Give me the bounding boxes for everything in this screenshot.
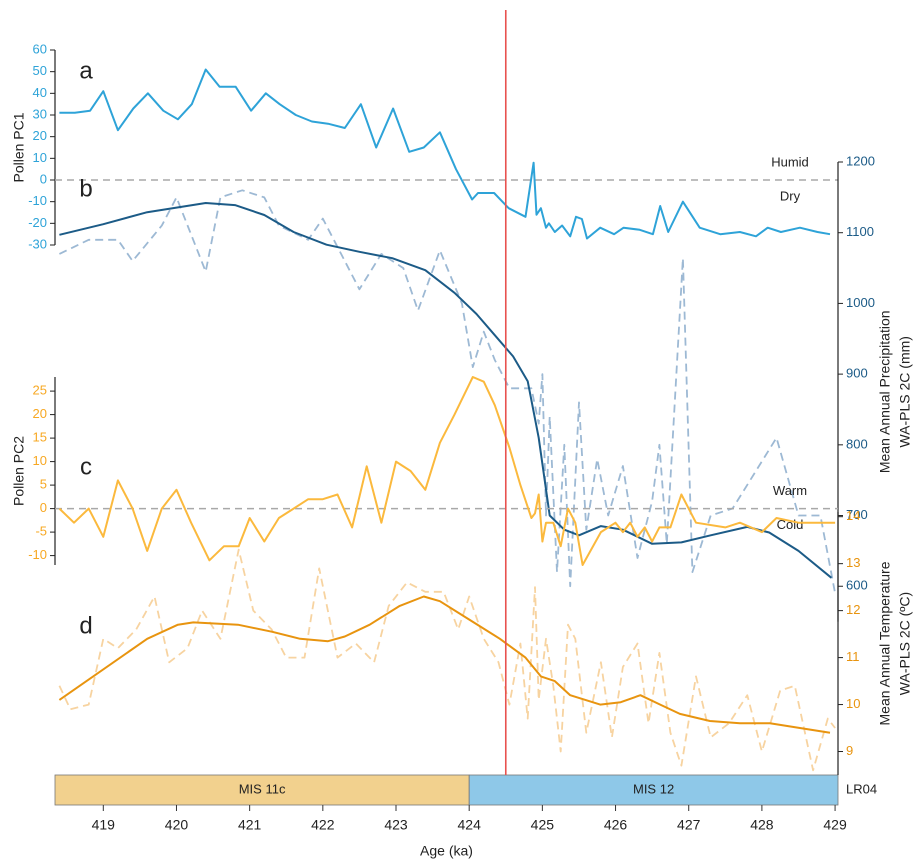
y-axis-title: Pollen PC2: [11, 436, 27, 506]
raw-line: [58, 548, 836, 772]
y-axis-title: WA-PLS 2C (ºC): [897, 592, 913, 695]
y-tick-label: 10: [33, 453, 47, 468]
y-tick-label: -10: [28, 193, 47, 208]
stage-band: [54, 774, 470, 806]
y-tick-label: 12: [846, 602, 860, 617]
panel-label: d: [79, 612, 92, 639]
x-tick-label: 422: [311, 817, 335, 833]
stage-band: [468, 774, 839, 806]
x-tick-label: 426: [604, 817, 628, 833]
reference-label: Humid: [771, 154, 809, 169]
y-tick-label: 600: [846, 578, 868, 593]
raw-line: [59, 189, 836, 594]
y-tick-label: 0: [40, 171, 47, 186]
y-tick-label: 20: [33, 128, 47, 143]
y-tick-label: 40: [33, 85, 47, 100]
x-tick-label: 428: [750, 817, 774, 833]
reference-label: Dry: [780, 188, 801, 203]
x-tick-label: 425: [531, 817, 555, 833]
data-line: [58, 595, 831, 734]
data-line: [59, 202, 833, 579]
y-tick-label: 900: [846, 366, 868, 381]
y-tick-label: -10: [28, 547, 47, 562]
x-tick-label: 423: [384, 817, 408, 833]
data-line: [59, 68, 831, 240]
y-tick-label: 30: [33, 106, 47, 121]
stage-source: LR04: [846, 781, 877, 796]
y-axis-title: Mean Annual Precipitation: [877, 310, 893, 473]
panel-label: b: [79, 175, 92, 202]
y-tick-label: 11: [846, 649, 860, 664]
y-tick-label: 15: [33, 430, 47, 445]
y-axis-title: Pollen PC1: [11, 112, 27, 182]
reference-label: Warm: [773, 483, 807, 498]
y-tick-label: -20: [28, 215, 47, 230]
y-tick-label: -30: [28, 236, 47, 251]
y-tick-label: 14: [846, 508, 860, 523]
y-tick-label: 10: [846, 696, 860, 711]
y-tick-label: 5: [40, 477, 47, 492]
y-axis-title: Mean Annual Temperature: [877, 561, 893, 725]
y-tick-label: 13: [846, 555, 860, 570]
y-tick-label: 700: [846, 507, 868, 522]
y-tick-label: 1200: [846, 153, 875, 168]
y-tick-label: 1100: [846, 224, 874, 239]
panel-label: c: [80, 453, 92, 480]
x-tick-label: 427: [677, 817, 701, 833]
stage-label: MIS 12: [633, 781, 674, 796]
y-tick-label: -5: [35, 524, 47, 539]
reference-label: Cold: [777, 517, 804, 532]
y-tick-label: 0: [40, 500, 47, 515]
x-tick-label: 429: [823, 817, 847, 833]
y-tick-label: 50: [33, 63, 47, 78]
y-tick-label: 60: [33, 41, 47, 56]
x-tick-label: 421: [238, 817, 262, 833]
y-tick-label: 9: [846, 743, 853, 758]
x-tick-label: 424: [458, 817, 482, 833]
stage-label: MIS 11c: [239, 781, 286, 796]
y-axis-title: WA-PLS 2C (mm): [897, 336, 913, 447]
y-tick-label: 10: [33, 150, 47, 165]
data-line: [58, 376, 836, 566]
y-tick-label: 20: [33, 406, 47, 421]
y-tick-label: 1000: [846, 295, 875, 310]
x-tick-label: 419: [92, 817, 116, 833]
y-tick-label: 25: [33, 383, 47, 398]
y-tick-label: 800: [846, 436, 868, 451]
x-tick-label: 420: [165, 817, 189, 833]
x-axis-title: Age (ka): [420, 843, 473, 859]
panel-label: a: [79, 57, 93, 84]
